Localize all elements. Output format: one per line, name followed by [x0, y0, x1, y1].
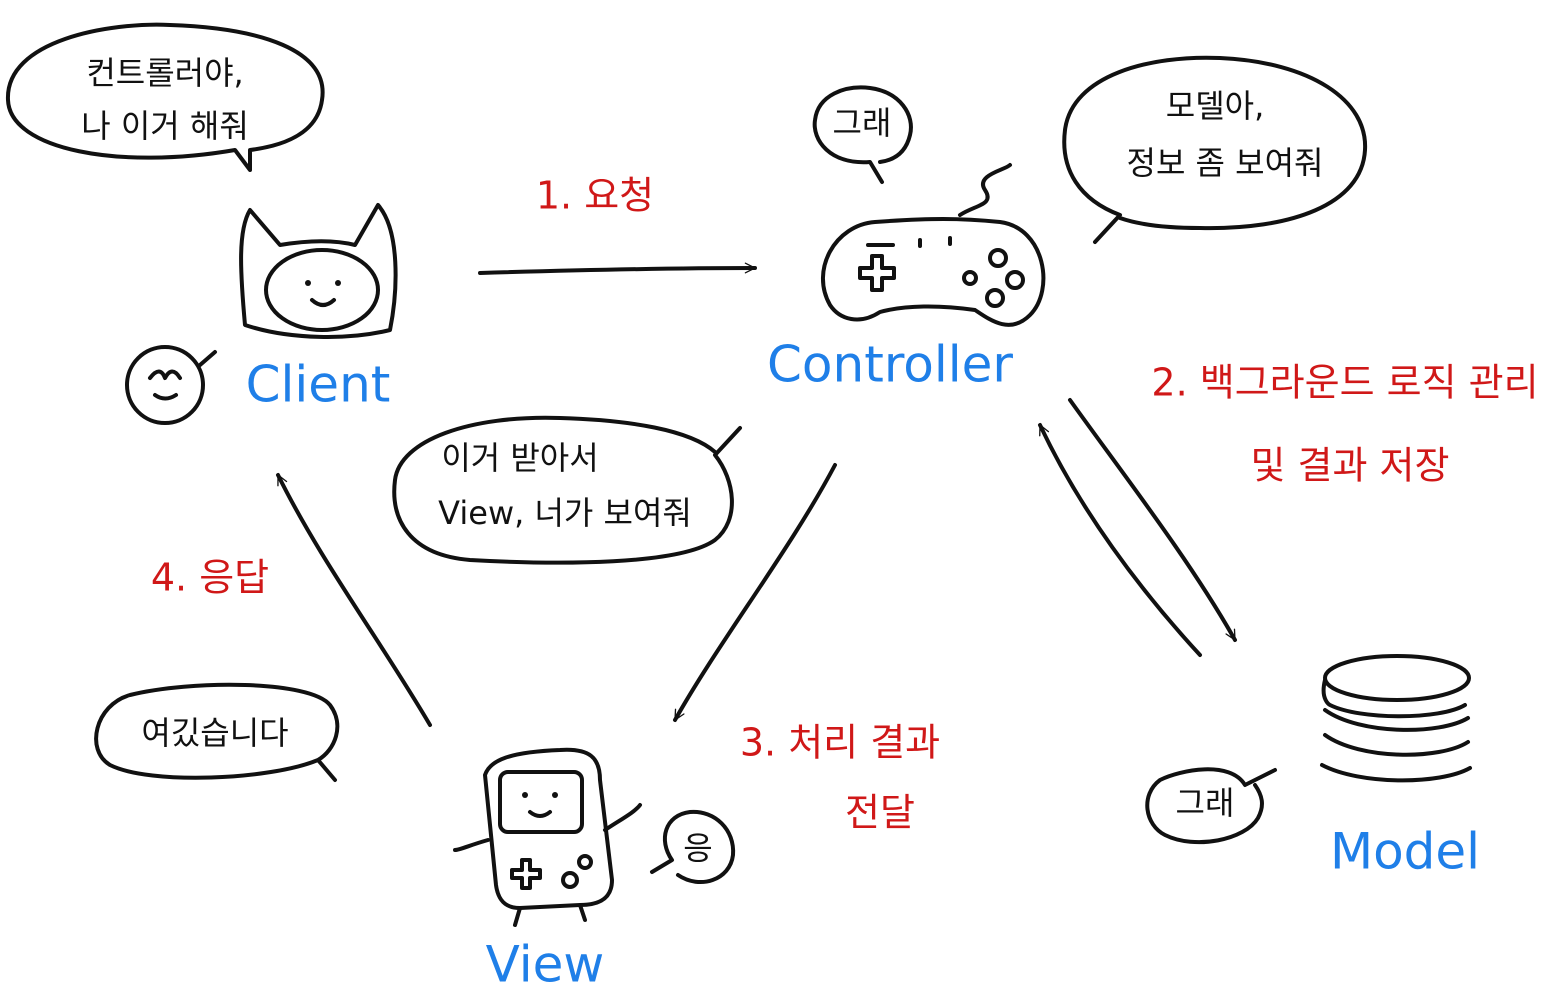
- bubble-text: 모델아,: [1166, 87, 1265, 125]
- arrow-to-model: [1068, 398, 1237, 642]
- bubble-text: 여깄습니다: [141, 714, 288, 752]
- bubble-text: 정보 좀 보여줘: [1127, 144, 1324, 182]
- bubble-view: 응: [650, 809, 736, 885]
- bubble-text: 컨트롤러야,: [86, 54, 243, 92]
- bubble-controller: 그래: [812, 85, 913, 184]
- bubble-client: 컨트롤러야, 나 이거 해줘: [5, 22, 325, 172]
- bubble-text: 나 이거 해줘: [81, 107, 249, 145]
- node-label: View: [486, 936, 605, 994]
- bubble-text: 응: [683, 829, 712, 867]
- bubble-response: 여깄습니다: [94, 682, 340, 782]
- arrow-from-model: [1038, 423, 1202, 657]
- node-label: Client: [246, 356, 391, 414]
- bubble-text: View, 너가 보여줘: [438, 494, 692, 532]
- bubble-to-view: 이거 받아서 View, 너가 보여줘: [392, 415, 742, 565]
- bubble-text: 그래: [1176, 784, 1235, 822]
- arrow-to-view: [673, 463, 837, 722]
- node-label: Controller: [767, 336, 1013, 394]
- step-label: 및 결과 저장: [1251, 444, 1450, 488]
- arrow-response: [276, 473, 432, 727]
- step-label: 2. 백그라운드 로직 관리: [1151, 361, 1538, 405]
- view-icon: [453, 747, 642, 927]
- bubble-to-model: 모델아, 정보 좀 보여줘: [1062, 55, 1368, 244]
- bubble-text: 그래: [833, 104, 892, 142]
- step-label: 전달: [845, 791, 915, 835]
- node-label: Model: [1330, 823, 1480, 881]
- step-label: 1. 요청: [536, 174, 654, 218]
- controller-icon: [820, 163, 1046, 327]
- step-label: 3. 처리 결과: [740, 721, 940, 765]
- client-icon: [125, 203, 398, 425]
- arrow-request: [478, 268, 757, 275]
- step-label: 4. 응답: [151, 556, 269, 600]
- bubble-text: 이거 받아서: [441, 439, 598, 477]
- bubble-model: 그래: [1145, 767, 1277, 845]
- model-icon: [1320, 654, 1472, 783]
